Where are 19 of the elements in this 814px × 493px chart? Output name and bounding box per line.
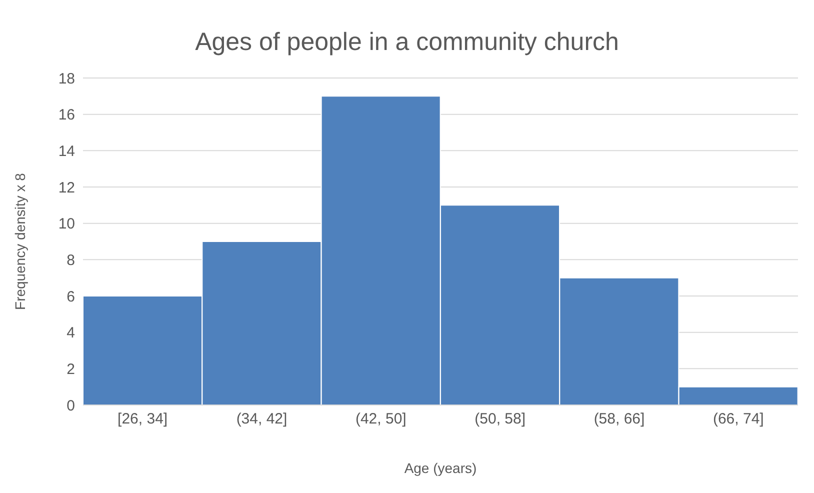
y-tick-label: 2 <box>66 360 75 378</box>
y-tick-label: 18 <box>58 70 75 88</box>
x-tick-label: (34, 42] <box>236 410 288 428</box>
x-tick-label: (58, 66] <box>594 410 645 428</box>
y-tick-label: 10 <box>58 216 75 233</box>
y-tick-label: 0 <box>66 397 75 414</box>
y-tick-label: 14 <box>58 142 75 160</box>
y-tick-label: 12 <box>58 179 75 196</box>
x-tick-label: [26, 34] <box>118 410 168 428</box>
y-tick-label: 8 <box>66 252 75 269</box>
x-tick-label: (42, 50] <box>355 410 406 428</box>
x-tick-label: (50, 58] <box>474 410 526 428</box>
x-axis-title: Age (years) <box>404 460 477 476</box>
y-tick-label: 6 <box>66 288 75 306</box>
y-tick-label: 16 <box>58 106 75 124</box>
chart-title: Ages of people in a community church <box>194 28 620 57</box>
x-tick-label: (66, 74] <box>712 410 764 428</box>
y-tick-label: 4 <box>66 324 75 342</box>
y-axis-title: Frequency density x 8 <box>12 172 28 310</box>
